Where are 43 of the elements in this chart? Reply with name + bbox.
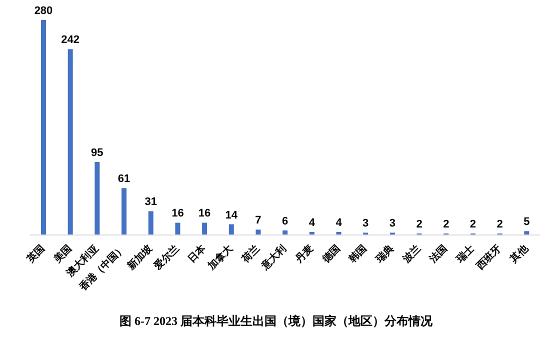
data-label: 4 — [308, 216, 316, 229]
data-label: 2 — [416, 218, 422, 230]
bar — [202, 222, 208, 235]
text: 图 6-7 2023 届本科毕业生出国（境）国家（地区）分布情况 — [118, 313, 434, 330]
bar — [175, 222, 180, 235]
x-tick-label: 丹麦 — [292, 242, 316, 266]
x-tick-label: 西班牙 — [473, 242, 504, 273]
data-label: 2 — [496, 218, 503, 230]
x-tick-label: 加拿大 — [204, 242, 236, 273]
x-tick-label: 荷兰 — [238, 242, 262, 266]
x-tick-label: 瑞典 — [372, 242, 396, 266]
bar — [41, 20, 46, 235]
data-label: 95 — [91, 147, 104, 160]
data-label: 16 — [172, 208, 184, 220]
x-tick-label: 美国 — [50, 242, 74, 266]
bar — [228, 224, 234, 235]
x-tick-label: 法国 — [426, 242, 450, 266]
data-label: 2 — [443, 218, 450, 230]
x-tick-label: 爱尔兰 — [151, 242, 182, 273]
bar — [148, 211, 154, 235]
data-label: 4 — [336, 216, 343, 229]
data-label: 3 — [362, 218, 369, 230]
data-label: 7 — [255, 214, 262, 227]
bar — [68, 49, 73, 235]
data-label: 14 — [225, 209, 238, 222]
data-label: 6 — [282, 215, 288, 228]
data-label: 31 — [144, 196, 157, 208]
data-label: 16 — [198, 208, 211, 220]
data-label: 3 — [389, 218, 396, 230]
x-tick-label: 德国 — [319, 242, 343, 266]
data-label: 5 — [524, 216, 530, 228]
x-tick-label: 其他 — [507, 242, 532, 266]
data-label: 280 — [34, 5, 53, 17]
x-tick-label: 英国 — [24, 242, 48, 266]
bar — [524, 231, 530, 235]
bar — [122, 188, 127, 235]
data-label: 242 — [61, 34, 80, 46]
x-tick-label: 波兰 — [400, 242, 424, 266]
bar — [256, 230, 261, 235]
bar — [94, 162, 100, 235]
data-label: 2 — [470, 218, 476, 230]
x-tick-label: 韩国 — [346, 242, 370, 266]
data-label: 61 — [118, 173, 130, 186]
